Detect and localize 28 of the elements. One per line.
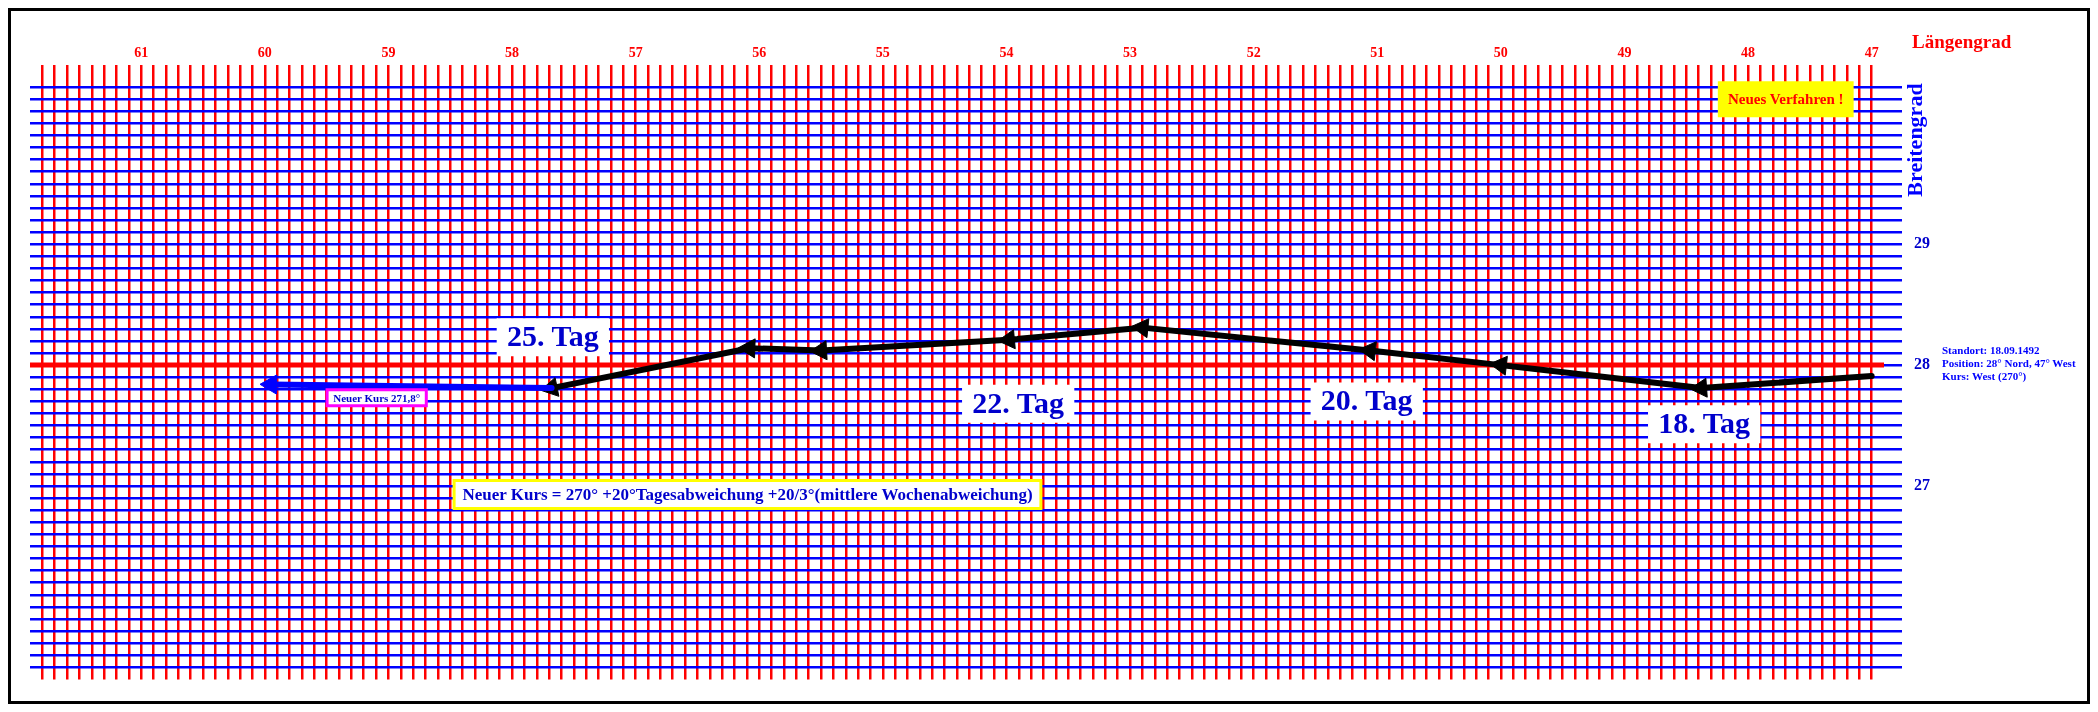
x-axis-title: Längengrad <box>1912 30 2012 52</box>
annotation: 25. Tag <box>506 319 599 353</box>
y-axis-title: Breitengrad <box>1901 83 1927 197</box>
x-tick-label: 54 <box>999 45 1014 61</box>
x-tick-label: 52 <box>1246 45 1261 61</box>
annotation: 20. Tag <box>1320 383 1413 417</box>
x-tick-label: 61 <box>134 45 149 61</box>
x-tick-label: 51 <box>1370 45 1385 61</box>
y-tick-label: 28 <box>1914 355 1930 373</box>
annotation: 18. Tag <box>1658 406 1751 440</box>
x-tick-label: 60 <box>257 45 272 61</box>
x-tick-label: 58 <box>505 45 520 61</box>
x-tick-label: 49 <box>1617 45 1632 61</box>
y-tick-label: 29 <box>1914 234 1930 252</box>
x-tick-label: 55 <box>875 45 890 61</box>
annotation: Neuer Kurs = 270° +20°Tagesabweichung +20/3°(mittlere Wochenabweichung) <box>462 484 1033 504</box>
text: Standort: 18.09.1492 Position: 28° Nord, 47° West Kurs: West (270°) <box>1942 343 2076 383</box>
x-tick-label: 48 <box>1741 45 1756 61</box>
x-tick-label: 59 <box>381 45 396 61</box>
x-tick-label: 53 <box>1123 45 1138 61</box>
x-tick-label: 57 <box>628 45 643 61</box>
annotation: Neues Verfahren ! <box>1727 91 1844 108</box>
y-tick-label: 27 <box>1914 476 1930 494</box>
annotation: Neuer Kurs 271,8° <box>333 391 421 404</box>
annotation: 22. Tag <box>972 385 1065 419</box>
x-tick-label: 47 <box>1864 45 1879 61</box>
x-tick-label: 56 <box>752 45 767 61</box>
x-tick-label: 50 <box>1493 45 1508 61</box>
